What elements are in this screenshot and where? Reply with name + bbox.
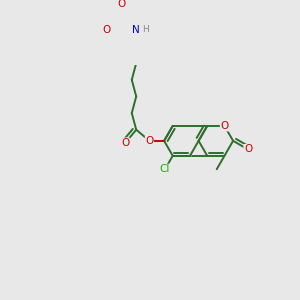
Text: O: O — [117, 0, 125, 9]
Text: O: O — [220, 121, 229, 131]
Text: O: O — [145, 136, 154, 146]
Text: O: O — [121, 138, 129, 148]
Text: O: O — [102, 25, 110, 35]
Text: Cl: Cl — [160, 164, 170, 174]
Text: O: O — [244, 145, 252, 154]
Text: H: H — [142, 25, 149, 34]
Text: N: N — [132, 25, 140, 35]
